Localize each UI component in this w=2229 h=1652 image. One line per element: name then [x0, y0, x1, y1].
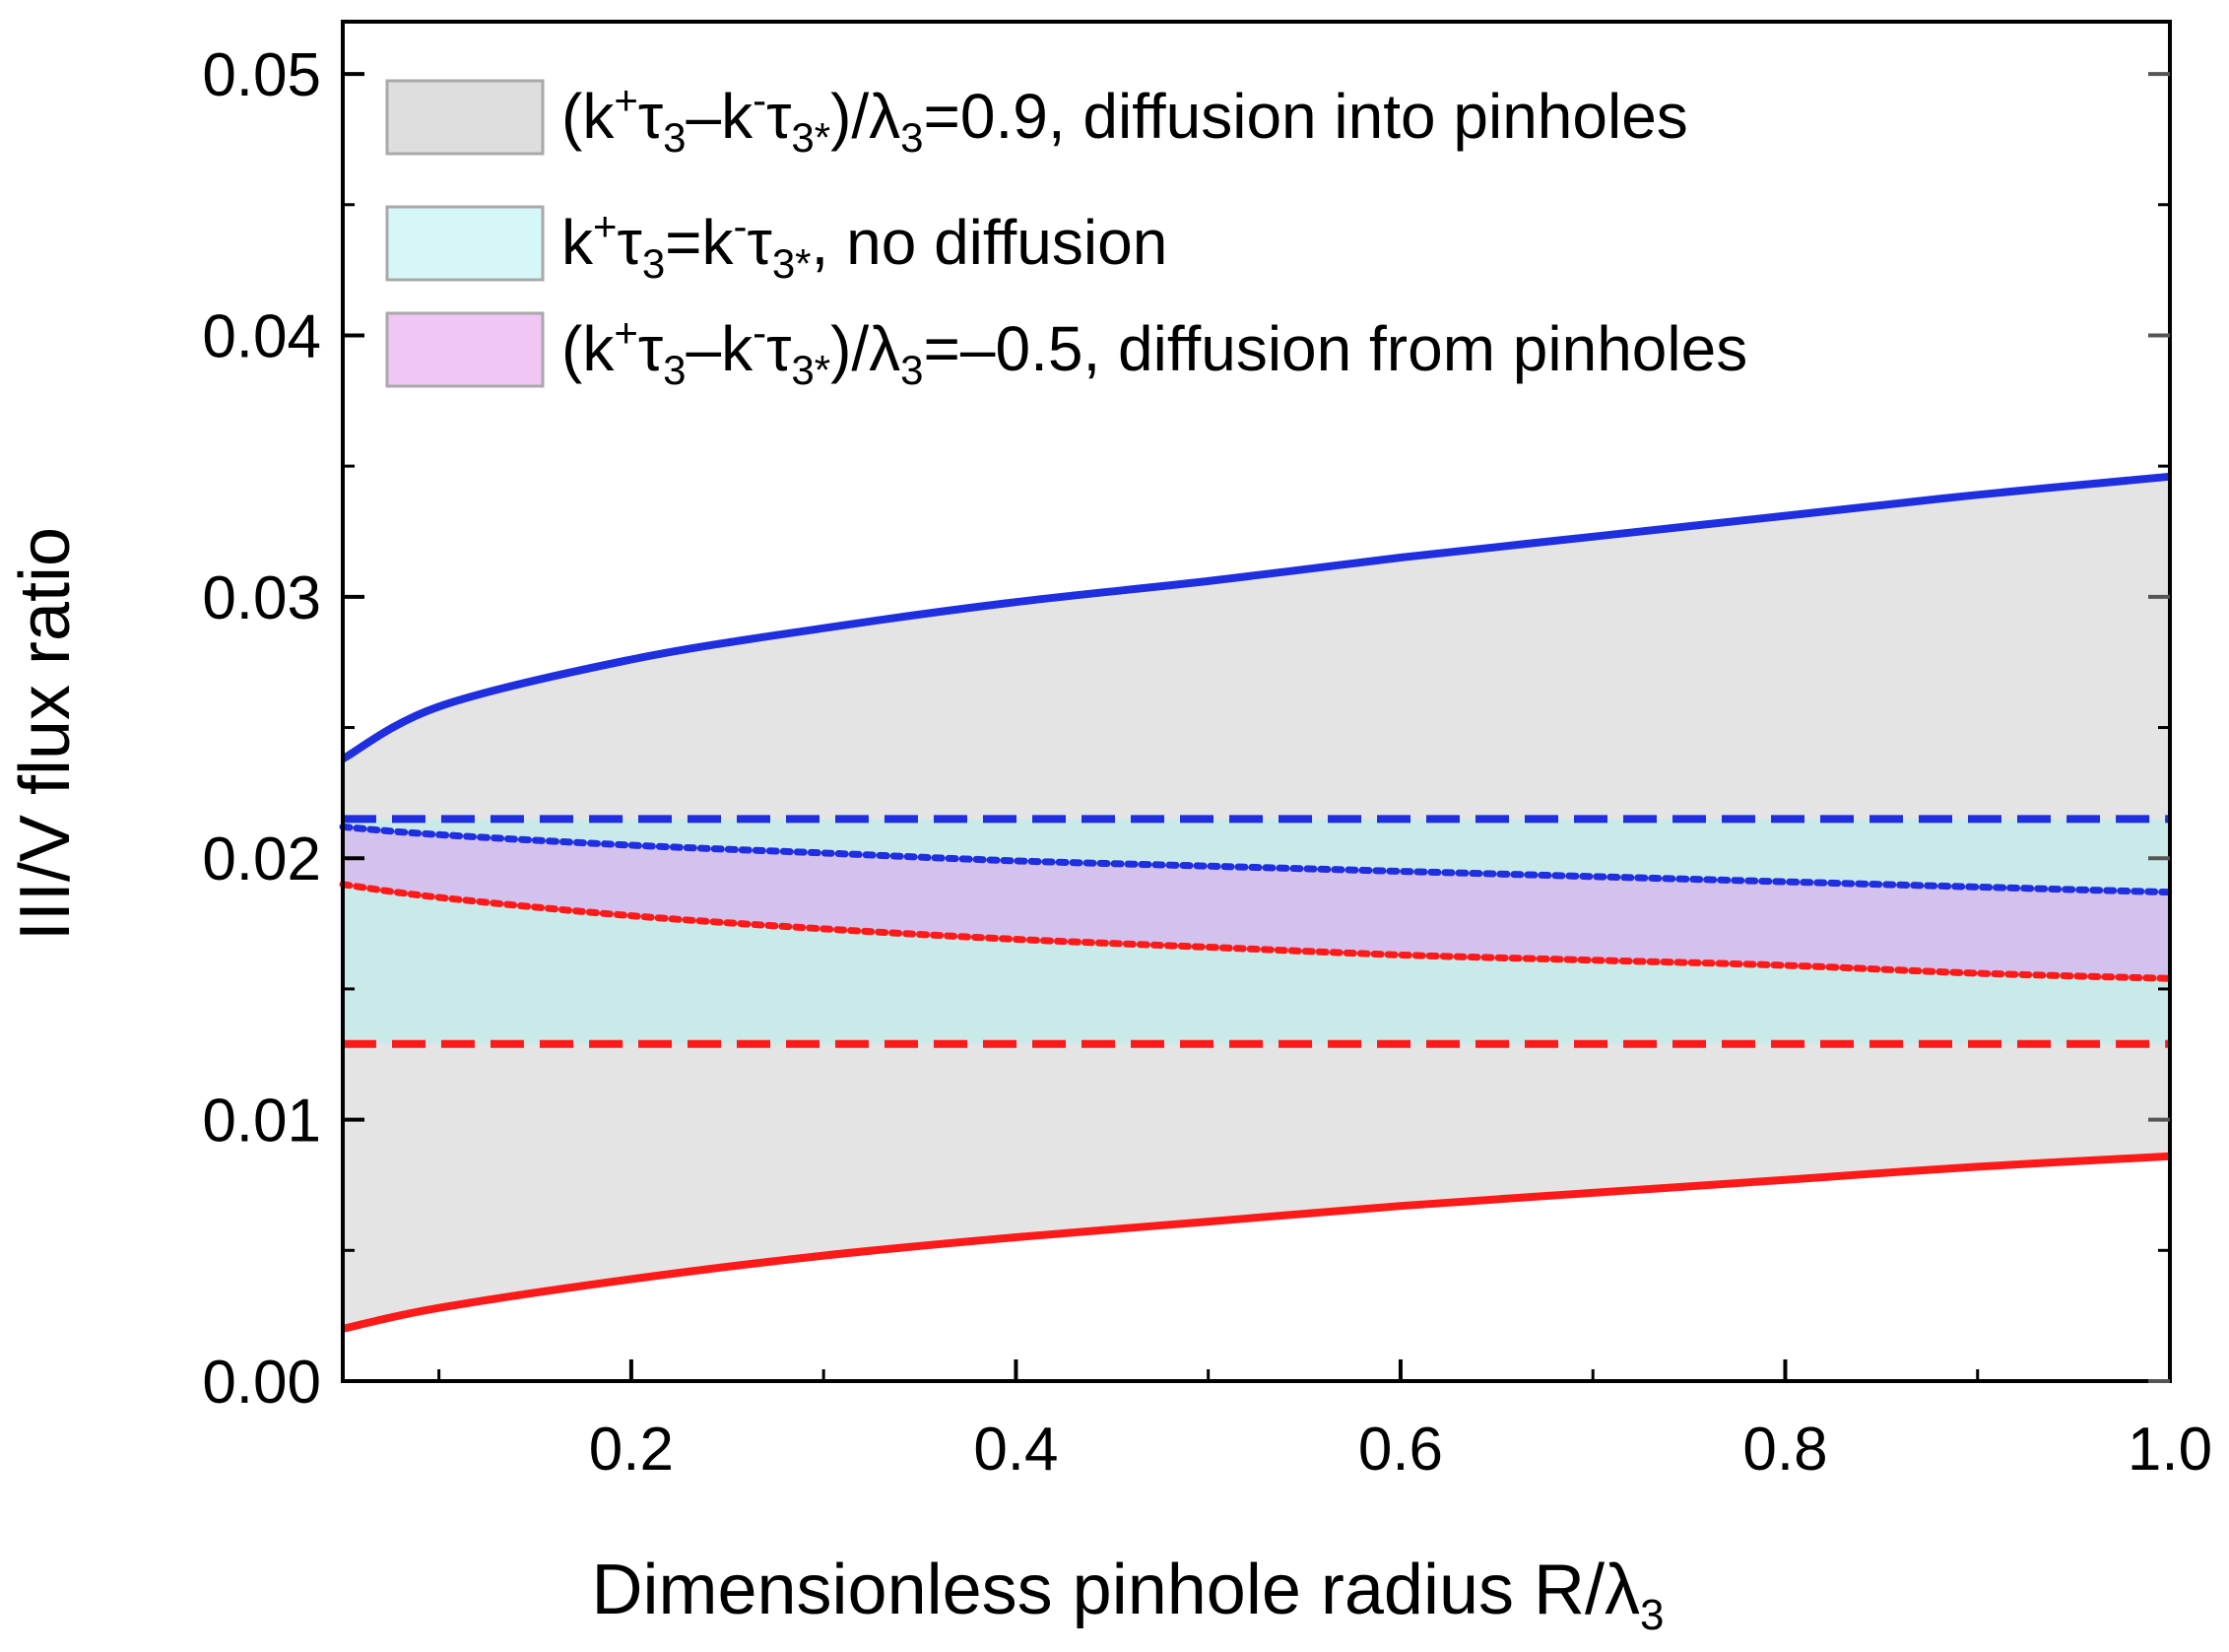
y-tick-label-0: 0.00: [202, 1349, 321, 1417]
y-axis-title: III/V flux ratio: [6, 527, 85, 941]
series-line-4: [339, 823, 2174, 896]
bands-layer: [343, 476, 2170, 1329]
ticks-layer: 0.2 0.4 0.6 0.8 1.0 0.00 0.01 0.02 0.03 0.04 0.05: [202, 41, 2212, 1484]
series-layer: [339, 472, 2174, 1333]
y-tick-label-5: 0.05: [202, 41, 321, 109]
x-tick-label-4: 1.0: [2128, 1416, 2212, 1484]
legend-label-2: (k+τ3–k-τ3*)/λ3=–0.5, diffusion from pin…: [561, 309, 1747, 393]
legend-swatch-1: [385, 205, 545, 282]
legend-label-1: k+τ3=k-τ3*, no diffusion: [561, 203, 1167, 287]
series-line-1: [342, 1152, 2171, 1333]
x-axis-title-main: Dimensionless pinhole radius R/λ: [592, 1551, 1641, 1629]
y-tick-label-1: 0.01: [202, 1088, 321, 1156]
legend-swatch-0: [385, 79, 545, 156]
y-tick-label-4: 0.04: [202, 302, 321, 370]
x-tick-label-0: 0.2: [589, 1416, 674, 1484]
x-tick-label-1: 0.4: [973, 1416, 1058, 1484]
series-line-0: [341, 472, 2171, 762]
plot-frame: [341, 20, 2172, 1383]
legend-label-0: (k+τ3–k-τ3*)/λ3=0.9, diffusion into pinh…: [561, 77, 1688, 161]
y-tick-label-3: 0.03: [202, 564, 321, 632]
y-tick-label-2: 0.02: [202, 826, 321, 893]
x-axis-title-subscript: 3: [1640, 1591, 1664, 1639]
series-line-5: [339, 881, 2174, 982]
x-tick-label-2: 0.6: [1358, 1416, 1443, 1484]
band-2: [343, 826, 2170, 979]
legend-swatch-2: [385, 311, 545, 388]
x-tick-label-3: 0.8: [1742, 1416, 1827, 1484]
x-axis-title: Dimensionless pinhole radius R/λ3: [592, 1551, 1665, 1639]
legend: (k+τ3–k-τ3*)/λ3=0.9, diffusion into pinh…: [385, 77, 1747, 393]
